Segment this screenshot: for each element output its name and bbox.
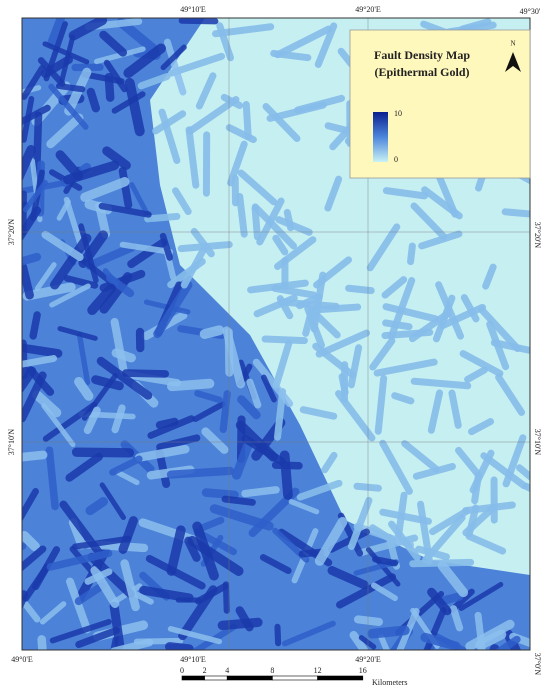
fault-streak bbox=[59, 86, 82, 89]
scale-segment bbox=[318, 676, 363, 680]
legend-max: 10 bbox=[394, 109, 402, 118]
fault-streak bbox=[223, 394, 227, 430]
fault-streak bbox=[240, 196, 244, 234]
fault-streak bbox=[91, 92, 96, 108]
scale-segment bbox=[205, 676, 228, 680]
fault-streak bbox=[375, 559, 395, 563]
scale-unit: Kilometers bbox=[372, 678, 408, 687]
right-label: 37°10'N bbox=[533, 429, 542, 456]
fault-streak bbox=[96, 380, 120, 386]
scale-tick-label: 4 bbox=[225, 666, 229, 675]
fault-streak bbox=[265, 339, 304, 341]
legend-min: 0 bbox=[394, 155, 398, 164]
fault-streak bbox=[22, 348, 58, 354]
fault-streak bbox=[7, 546, 23, 553]
legend-title: Fault Density Map bbox=[374, 48, 470, 62]
fault-streak bbox=[206, 493, 234, 495]
fault-streak bbox=[126, 373, 165, 374]
left-label: 37°10'N bbox=[7, 429, 16, 456]
fault-streak bbox=[255, 209, 257, 237]
fault-streak bbox=[477, 649, 494, 688]
bottom-label: 49°0'E bbox=[11, 655, 33, 664]
north-label: N bbox=[510, 40, 515, 48]
right-label: 37°20'N bbox=[533, 222, 542, 249]
fault-streak bbox=[475, 475, 479, 500]
fault-streak bbox=[442, 596, 459, 600]
scale-tick-label: 12 bbox=[314, 666, 322, 675]
page: {"map": { "top_labels": ["49°10'E", "49°… bbox=[0, 0, 544, 688]
fault-streak bbox=[285, 455, 288, 495]
map-figure: 49°10'E 49°20'E 49°30' 49°0'E 49°10'E 49… bbox=[0, 0, 544, 688]
top-label: 49°20'E bbox=[355, 5, 381, 14]
scale-bar: Kilometers 0 2 4 8 12 16 bbox=[180, 666, 408, 687]
fault-streak bbox=[109, 77, 110, 97]
bottom-label: 49°10'E bbox=[180, 655, 206, 664]
fault-streak bbox=[287, 212, 290, 227]
fault-streak bbox=[205, 330, 220, 334]
scale-segment bbox=[227, 676, 272, 680]
fault-streak bbox=[411, 246, 413, 262]
fault-streak bbox=[281, 302, 336, 306]
fault-streak bbox=[148, 216, 177, 218]
scale-tick-label: 0 bbox=[180, 666, 184, 675]
top-label: 49°10'E bbox=[180, 5, 206, 14]
fault-streak bbox=[171, 471, 230, 475]
right-label: 37°0'N bbox=[533, 653, 542, 676]
fault-streak bbox=[245, 490, 276, 494]
fault-streak bbox=[172, 384, 210, 387]
fault-streak bbox=[246, 105, 248, 137]
color-ramp bbox=[373, 112, 388, 162]
legend: Fault Density Map (Epithermal Gold) 10 0… bbox=[350, 30, 530, 178]
fault-streak bbox=[160, 422, 175, 425]
bottom-label: 49°20'E bbox=[355, 655, 381, 664]
scale-tick-label: 2 bbox=[203, 666, 207, 675]
fault-streak bbox=[414, 381, 468, 385]
fault-streak bbox=[277, 627, 278, 643]
scale-segment bbox=[272, 676, 317, 680]
fault-streak bbox=[170, 647, 190, 649]
scale-tick-label: 16 bbox=[359, 666, 367, 675]
top-label: 49°30' bbox=[520, 7, 541, 16]
scale-tick-label: 8 bbox=[270, 666, 274, 675]
fault-streak bbox=[358, 619, 379, 622]
left-label: 37°20'N bbox=[7, 219, 16, 246]
fault-streak bbox=[116, 353, 131, 358]
fault-streak bbox=[33, 315, 37, 336]
fault-streak bbox=[226, 584, 227, 610]
legend-subtitle: (Epithermal Gold) bbox=[375, 65, 470, 79]
scale-segment bbox=[182, 676, 205, 680]
fault-streak bbox=[114, 606, 120, 644]
fault-streak bbox=[42, 639, 44, 666]
fault-streak bbox=[505, 212, 544, 216]
fault-streak bbox=[357, 486, 378, 488]
fault-streak bbox=[372, 630, 405, 633]
fault-streak bbox=[0, 595, 24, 646]
fault-streak bbox=[77, 452, 130, 453]
fault-streak bbox=[182, 21, 216, 22]
